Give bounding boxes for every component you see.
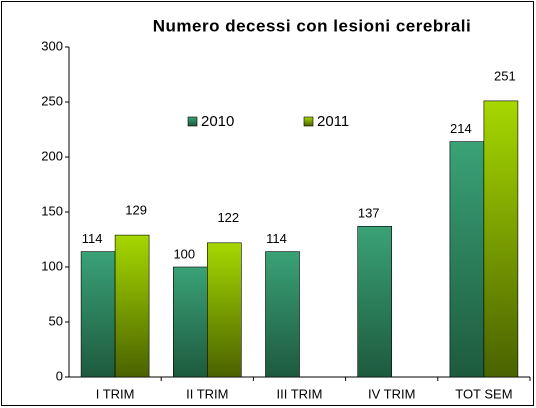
x-tick-label: I TRIM [96, 386, 135, 401]
y-tick-label: 300 [41, 38, 63, 53]
bar [265, 251, 300, 378]
data-label: 114 [82, 231, 103, 246]
x-tick-label: IV TRIM [368, 386, 415, 401]
legend-label: 2010 [201, 113, 234, 130]
data-label: 129 [125, 203, 147, 218]
data-label: 100 [173, 246, 195, 261]
bar [114, 234, 150, 378]
bar [449, 141, 485, 378]
bar [80, 251, 116, 378]
data-label: 122 [217, 210, 239, 225]
bar [207, 242, 242, 378]
x-tick-label: II TRIM [186, 386, 228, 401]
y-tick-label: 100 [41, 258, 63, 273]
x-tick-label: III TRIM [277, 386, 323, 401]
bar [357, 226, 393, 378]
y-tick-label: 250 [41, 93, 63, 108]
legend-swatch [187, 116, 198, 127]
data-label: 114 [266, 231, 287, 246]
bar [483, 100, 519, 378]
y-tick-label: 50 [49, 313, 63, 328]
x-tick-label: TOT SEM [455, 386, 512, 401]
data-label: 214 [450, 121, 472, 136]
y-tick-label: 200 [41, 148, 63, 163]
data-label: 137 [358, 206, 380, 221]
legend-label: 2011 [317, 113, 349, 130]
legend-swatch [303, 116, 314, 127]
y-tick-label: 150 [41, 203, 63, 218]
data-label: 251 [494, 68, 516, 83]
chart-title: Numero decessi con lesioni cerebrali [153, 16, 471, 35]
y-tick-label: 0 [56, 368, 63, 383]
bar [173, 266, 208, 378]
